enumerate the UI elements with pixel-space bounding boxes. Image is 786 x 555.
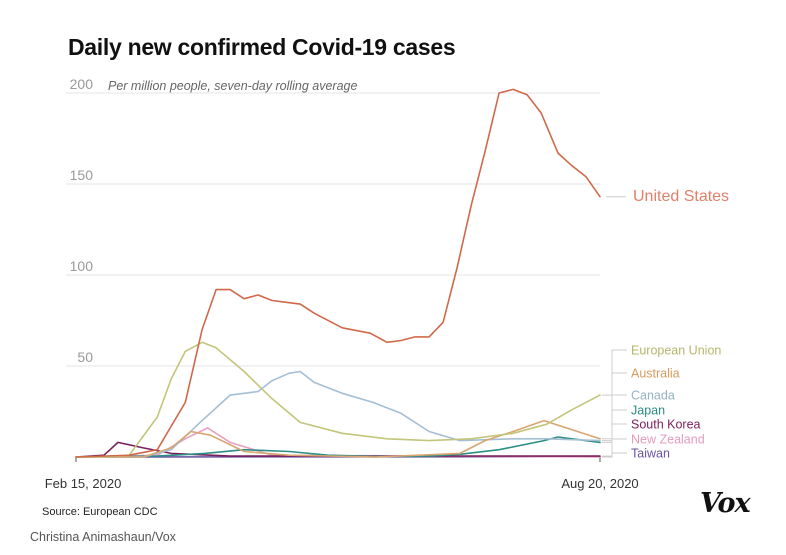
y-tick-label: 200	[70, 76, 94, 92]
series-label-japan: Japan	[631, 404, 665, 418]
gridlines	[66, 92, 600, 367]
line-chart: Per million people, seven-day rolling av…	[45, 76, 729, 491]
label-leader-lines	[602, 196, 627, 458]
series-line-australia	[75, 419, 601, 458]
series-line-canada	[75, 370, 601, 458]
series-line-new-zealand	[75, 427, 601, 458]
label-leader	[602, 409, 627, 443]
label-leader	[602, 394, 627, 442]
chart-subtitle: Per million people, seven-day rolling av…	[108, 79, 357, 93]
series-line-united-states	[75, 88, 601, 458]
x-tick-label-start: Feb 15, 2020	[45, 476, 122, 491]
series-label-taiwan: Taiwan	[631, 447, 670, 461]
series-line-european-union	[75, 341, 601, 458]
label-leader	[602, 372, 627, 440]
label-leader	[602, 423, 627, 457]
chart-title: Daily new confirmed Covid-19 cases	[68, 34, 456, 60]
series-labels: United States European Union Australia Cana…	[631, 188, 729, 461]
series-label-australia: Australia	[631, 367, 680, 381]
series-label-canada: Canada	[631, 389, 675, 403]
series-lines	[75, 88, 601, 458]
y-tick-label: 100	[70, 258, 94, 274]
series-label-european-union: European Union	[631, 344, 721, 358]
label-leader	[602, 438, 627, 458]
series-label-united-states: United States	[633, 188, 729, 205]
source-note: Source: European CDC	[42, 506, 158, 518]
series-label-south-korea: South Korea	[631, 418, 701, 432]
author-credit: Christina Animashaun/Vox	[30, 530, 176, 544]
label-leader	[602, 452, 627, 458]
y-tick-label: 50	[77, 349, 93, 365]
series-line-south-korea	[75, 441, 601, 458]
series-label-new-zealand: New Zealand	[631, 433, 705, 447]
x-tick-label-end: Aug 20, 2020	[561, 476, 638, 491]
vox-logo: Vox	[700, 488, 751, 519]
y-tick-label: 150	[70, 167, 94, 183]
axes: 50 100 150 200 Feb 15, 2020 Aug 20, 2020	[45, 76, 639, 491]
